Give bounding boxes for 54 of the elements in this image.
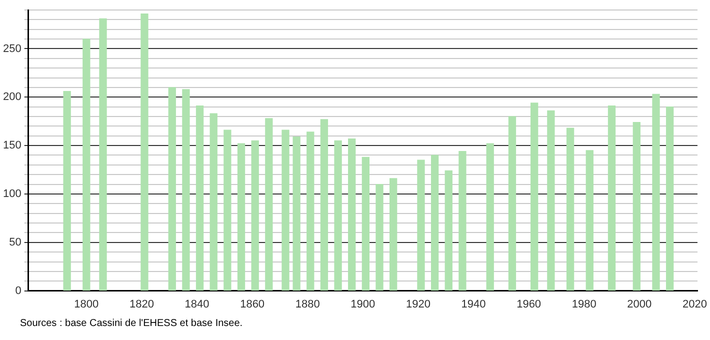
bar (306, 132, 314, 291)
bar (666, 106, 674, 291)
bar (168, 87, 176, 291)
bar (348, 138, 356, 291)
bar (430, 154, 439, 291)
x-tick-label: 1980 (572, 298, 596, 310)
bar (196, 106, 204, 291)
bar (265, 118, 273, 291)
bar (390, 178, 398, 291)
bar (63, 91, 71, 291)
x-tick-label: 1880 (295, 298, 320, 310)
x-tick-label: 1800 (74, 298, 99, 310)
bar (632, 122, 640, 291)
bar (251, 140, 259, 291)
bar (140, 14, 148, 291)
bar (362, 156, 370, 291)
bar (530, 102, 538, 291)
bar (99, 18, 107, 291)
y-tick-label: 0 (15, 284, 22, 297)
x-tick-label: 1900 (350, 298, 376, 310)
bar (566, 128, 574, 291)
y-tick-label: 50 (9, 236, 22, 248)
bar (444, 170, 452, 291)
x-tick-label: 1820 (129, 298, 154, 310)
x-tick-label: 1960 (516, 298, 542, 310)
y-tick-label: 250 (2, 42, 22, 55)
bar (82, 38, 90, 291)
x-tick-label: 2020 (682, 298, 707, 310)
source-note: Sources : base Cassini de l'EHESS et base Insee. (20, 318, 243, 329)
x-tick-label: 1940 (461, 298, 486, 310)
bar (182, 89, 190, 291)
bar (486, 143, 494, 291)
bar (237, 143, 246, 291)
y-tick-label: 150 (2, 140, 22, 152)
y-tick-label: 200 (2, 91, 22, 104)
x-tick-label: 2000 (627, 298, 652, 310)
bar (608, 106, 616, 291)
bar (547, 110, 555, 291)
x-tick-label: 1920 (406, 298, 430, 310)
bar (417, 160, 425, 291)
bar (376, 184, 384, 291)
x-tick-label: 1860 (240, 298, 265, 310)
y-tick-label: 100 (2, 188, 22, 200)
bar (224, 130, 232, 291)
x-tick-label: 1840 (184, 298, 210, 310)
bar (508, 116, 516, 291)
bar (292, 136, 300, 291)
bar (334, 140, 342, 291)
bar (586, 150, 594, 291)
bar (282, 130, 290, 291)
bar (458, 151, 466, 291)
bar (652, 94, 660, 291)
bar (210, 113, 218, 291)
bar (320, 119, 328, 291)
